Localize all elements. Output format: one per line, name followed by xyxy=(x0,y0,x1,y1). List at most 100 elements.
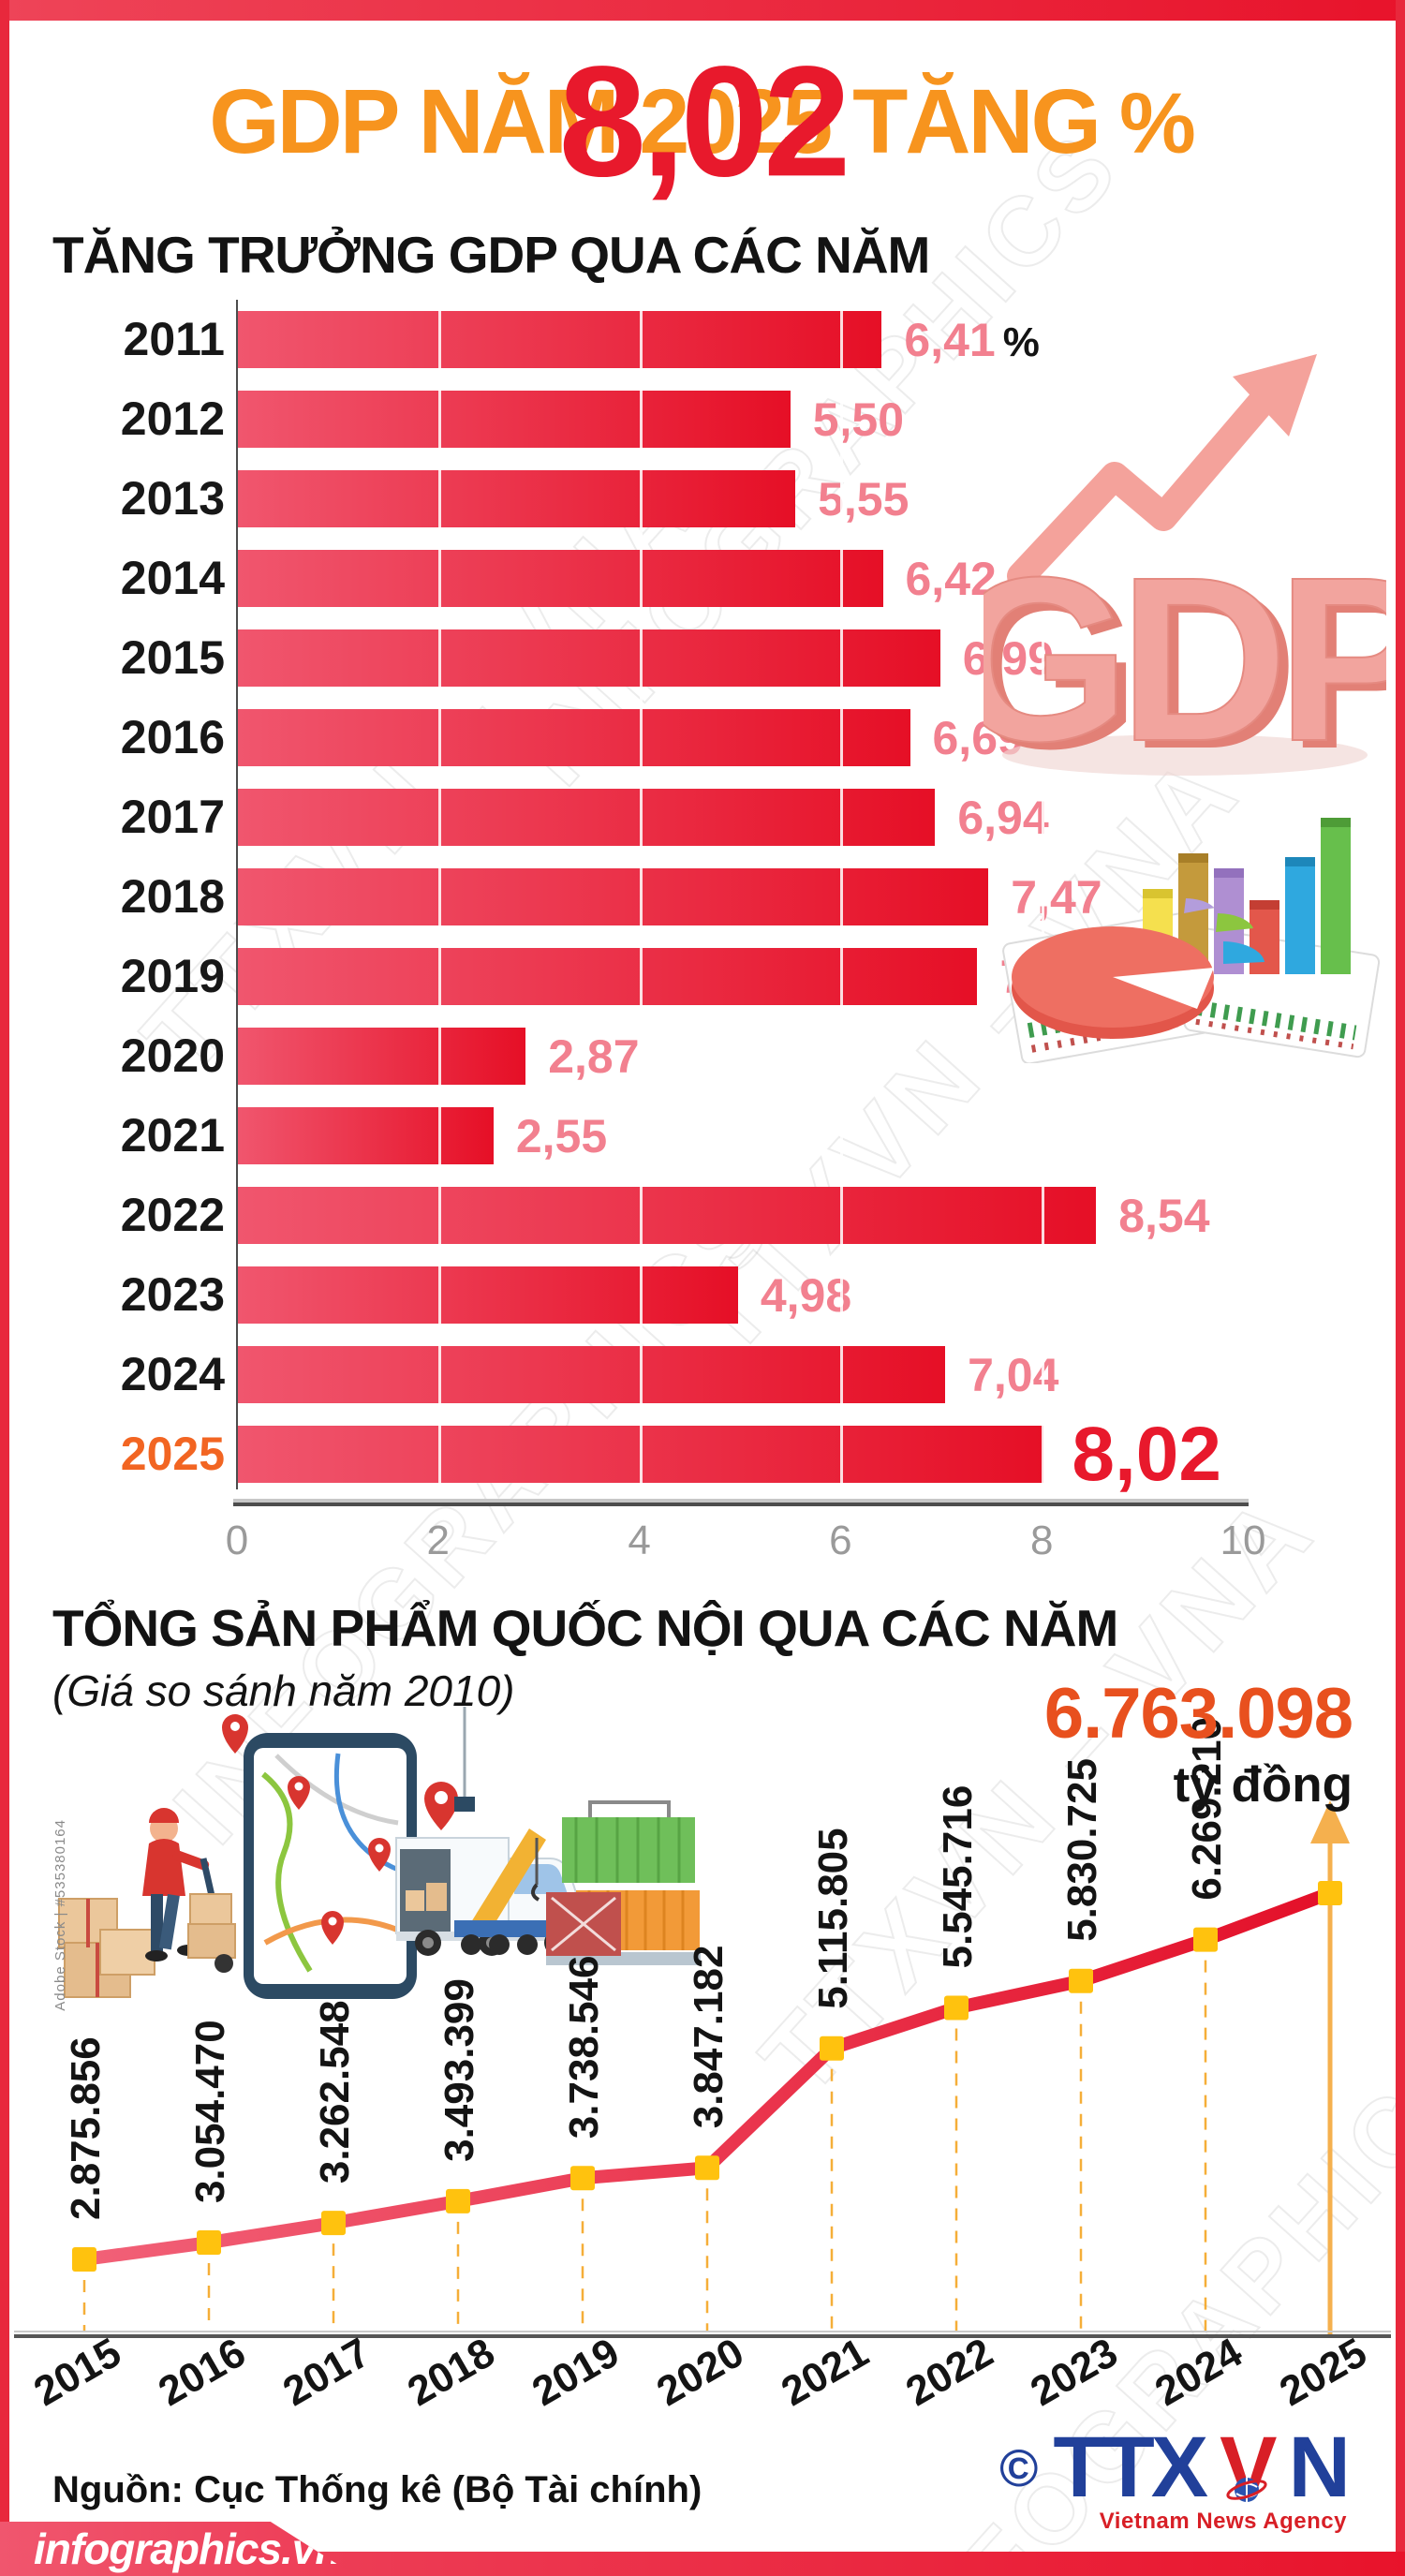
bar xyxy=(237,391,791,448)
bar-track: 5,50 xyxy=(237,391,1243,448)
right-border xyxy=(1396,0,1405,2576)
point-value-label: 2.875.856 xyxy=(63,2036,109,2220)
bar-year-label: 2015 xyxy=(120,631,225,684)
line-chart-subtitle: (Giá so sánh năm 2010) xyxy=(52,1666,515,1715)
bar-row: 2021 2,55 xyxy=(52,1096,1363,1176)
x-year-label: 2022 xyxy=(898,2330,1000,2415)
x-year-label: 2021 xyxy=(774,2330,876,2415)
bar-row: 2025 8,02 xyxy=(52,1412,1363,1497)
ttxvn-logo: © TTX V N Vietnam News Agency xyxy=(999,2420,1351,2535)
bar-track: 6,42 xyxy=(237,550,1243,607)
x-year-label: 2024 xyxy=(1147,2329,1250,2415)
gdp-growth-bar-chart: 2011 6,41% 2012 5,50 2013 5,55 2014 6,42 2015 6,9… xyxy=(52,300,1363,1563)
x-tick-label: 2 xyxy=(426,1517,451,1563)
point-value-label: 3.847.182 xyxy=(686,1946,732,2129)
brand-text: infographics.vn xyxy=(34,2524,341,2573)
up-arrow-icon xyxy=(1310,1800,1350,1843)
point-value-label: 5.545.716 xyxy=(935,1785,981,1969)
data-point-marker xyxy=(1193,1927,1218,1952)
final-value: 6.763.098 tỷ đồng xyxy=(1044,1673,1353,1814)
bar-track: 6,41% xyxy=(237,311,1243,368)
x-year-label: 2025 xyxy=(1272,2330,1374,2415)
bar-track: 7,04 xyxy=(237,1346,1243,1403)
growth-arrow-icon xyxy=(1007,354,1317,590)
delivery-worker xyxy=(142,1808,210,1962)
bar-row: 2018 7,47 xyxy=(52,857,1363,937)
bar xyxy=(237,1028,526,1085)
x-tick-label: 8 xyxy=(1029,1517,1054,1563)
point-value-label: 6.269.210 xyxy=(1184,1717,1230,1901)
bar xyxy=(237,1266,738,1324)
data-point-marker xyxy=(1318,1881,1342,1905)
bar-row: 2014 6,42 xyxy=(52,539,1363,618)
bar xyxy=(237,948,978,1005)
data-point-marker xyxy=(820,2036,844,2061)
bar-value-label: 8,54 xyxy=(1118,1189,1210,1242)
bar-year-label: 2011 xyxy=(123,313,225,365)
bar-track: 2,87 xyxy=(237,1028,1243,1085)
bar-year-label: 2014 xyxy=(120,552,225,604)
title-text: GDP NĂM 2025 TĂNG xyxy=(209,70,1102,172)
title-value: 8,02 xyxy=(558,33,851,210)
bar-value-label: 5,55 xyxy=(818,472,910,526)
bar-year-label: 2020 xyxy=(120,1029,225,1082)
line-chart-title: TỔNG SẢN PHẨM QUỐC NỘI QUA CÁC NĂM xyxy=(52,1599,1118,1657)
x-tick-label: 10 xyxy=(1220,1517,1266,1563)
bar xyxy=(237,1346,946,1403)
bar-year-label: 2018 xyxy=(120,870,225,923)
data-point-marker xyxy=(321,2211,346,2236)
data-point-marker xyxy=(197,2230,221,2256)
x-tick-label: 0 xyxy=(225,1517,249,1563)
bar-year-label: 2023 xyxy=(120,1268,225,1321)
bar xyxy=(237,629,940,687)
map-pin-icon xyxy=(222,1714,458,1945)
bar-year-label: 2016 xyxy=(120,711,225,763)
bar-chart-title: TĂNG TRƯỞNG GDP QUA CÁC NĂM xyxy=(52,226,930,284)
bar-value-label: 6,42 xyxy=(905,552,997,605)
x-year-label: 2017 xyxy=(275,2330,377,2415)
final-value-unit: tỷ đồng xyxy=(1173,1757,1353,1813)
data-point-marker xyxy=(72,2247,96,2272)
infographics-banner: infographics.vn xyxy=(0,2522,356,2576)
data-point-marker xyxy=(446,2188,470,2213)
agency-caption: Vietnam News Agency xyxy=(1099,2509,1347,2534)
data-point-marker xyxy=(695,2155,719,2181)
gridline xyxy=(437,305,441,1488)
point-value-label: 5.115.805 xyxy=(810,1828,856,2008)
gdp-3d-text: GDP xyxy=(984,528,1386,790)
bar-rows: 2011 6,41% 2012 5,50 2013 5,55 2014 6,42 2015 6,9… xyxy=(52,300,1363,1497)
data-point-marker xyxy=(944,1995,969,2021)
logistics-illustration xyxy=(58,1707,701,1999)
point-value-label: 3.262.548 xyxy=(312,2000,358,2184)
bar-track: 6,94 xyxy=(237,789,1243,846)
x-year-label: 2023 xyxy=(1023,2330,1125,2415)
title-percent-sign: % xyxy=(1118,76,1196,171)
bar xyxy=(237,550,883,607)
gridline xyxy=(840,305,844,1488)
bar-row: 2012 5,50 xyxy=(52,379,1363,459)
globe-icon xyxy=(1226,2478,1267,2502)
bar-row: 2011 6,41% xyxy=(52,300,1363,379)
bar-row: 2017 6,94 xyxy=(52,777,1363,857)
bar-value-label: 6,94 xyxy=(957,791,1049,844)
x-tick-label: 6 xyxy=(829,1517,852,1563)
logo-n: N xyxy=(1288,2420,1351,2515)
bar-value-label: 7,04 xyxy=(968,1348,1059,1401)
bar-row: 2022 8,54 xyxy=(52,1176,1363,1255)
bar-value-label: 8,02 xyxy=(1072,1411,1221,1497)
bar xyxy=(237,709,910,766)
bar-year-label: 2013 xyxy=(120,472,225,525)
source-label: Nguồn: xyxy=(52,2469,184,2510)
bar xyxy=(237,1107,494,1164)
hand-truck xyxy=(187,1858,236,1973)
point-value-label: 3.738.546 xyxy=(561,1955,607,2139)
bar-row: 2023 4,98 xyxy=(52,1255,1363,1335)
bar xyxy=(237,789,936,846)
bar-value-label: 5,50 xyxy=(812,392,905,446)
point-value-label: 3.054.470 xyxy=(187,2020,233,2203)
gdp-line-chart: 2.875.856 3.054.470 3.262.548 3.493.399 3.73… xyxy=(14,1717,1391,2415)
gridline xyxy=(1042,305,1045,1488)
mobile-crane xyxy=(454,1707,576,1955)
bar-track: 8,54 xyxy=(237,1187,1243,1244)
bar-value-label: 4,98 xyxy=(760,1268,852,1322)
